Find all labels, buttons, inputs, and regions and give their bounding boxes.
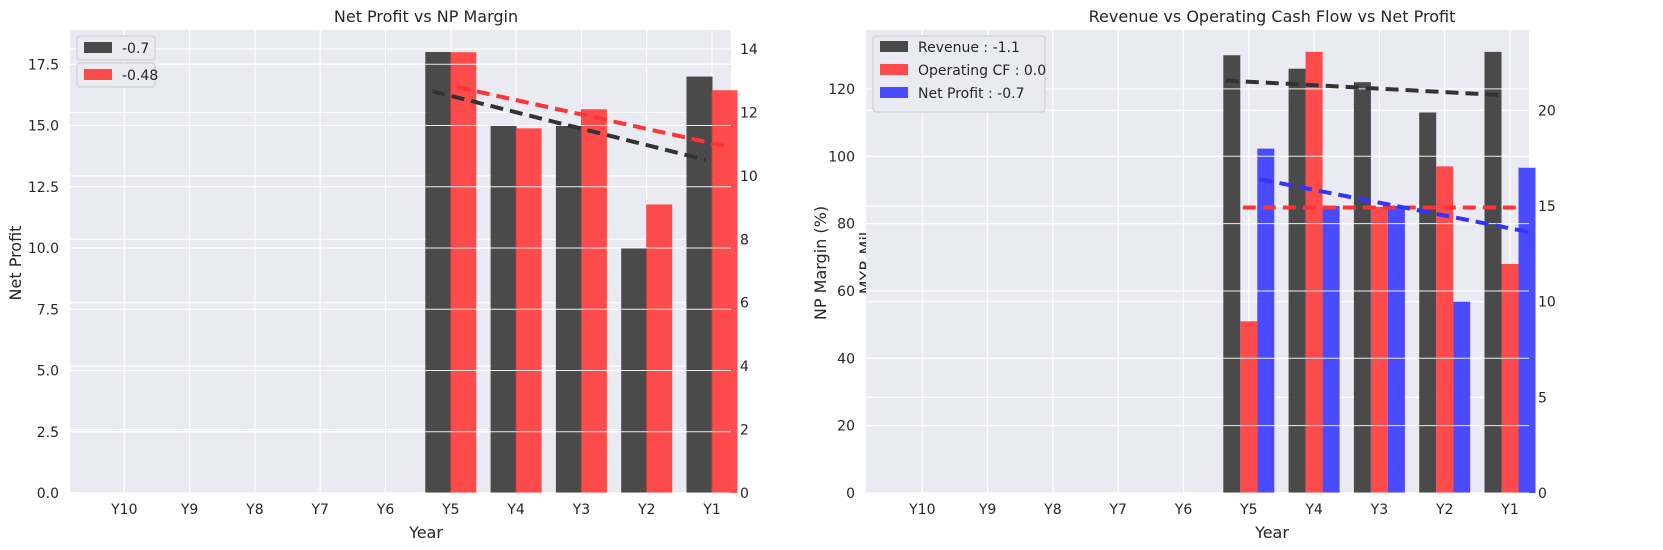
chart-left-background [70, 30, 731, 493]
chart-left-trendline [431, 89, 706, 162]
chart-left-xtick-label: Y1 [702, 502, 720, 518]
chart-left-bar [646, 204, 673, 494]
chart-left-xtick-label: Y7 [310, 502, 328, 518]
chart-left-ytick-label-right: 2 [740, 423, 749, 439]
chart-right-legend-label: Revenue : -1.1 [918, 40, 1020, 56]
chart-right: Revenue vs Operating Cash Flow vs Net Pr… [856, 7, 1455, 542]
chart-right-ytick-label: 80 [837, 217, 855, 233]
chart-right-bar [1257, 148, 1275, 494]
chart-left-ytick-label: 7.5 [37, 302, 59, 318]
chart-left-ytick-label-right: 0 [740, 486, 749, 502]
chart-left-ytick-label-right: 12 [740, 105, 758, 121]
chart-left-ylabel: Net Profit [6, 226, 25, 301]
chart-right-bar [1240, 321, 1258, 493]
chart-left-title: Net Profit vs NP Margin [334, 7, 518, 26]
chart-left-xtick-label: Y2 [637, 502, 655, 518]
chart-right-xtick-label: Y3 [1370, 502, 1388, 518]
chart-right-legend-swatch [880, 64, 908, 75]
chart-right-xtick-label: Y2 [1435, 502, 1453, 518]
chart-right-xtick-label: Y9 [978, 502, 996, 518]
chart-left-xtick-label: Y8 [245, 502, 263, 518]
chart-left-xtick-label: Y3 [572, 502, 590, 518]
chart-right-bar [1223, 55, 1241, 493]
chart-right-ytick-label-right: 20 [1538, 103, 1556, 119]
chart-right-ytick-label-right: 10 [1538, 295, 1556, 311]
chart-right-xtick-label: Y5 [1239, 502, 1257, 518]
chart-left-plot: Y10 Y9 Y8 Y7 Y6 Y5 Y4 Y3 Y2 Y1 0.0 2.5 5.0 7.5 10.0 12.… [28, 30, 758, 518]
chart-right-xtick-label: Y8 [1043, 502, 1061, 518]
chart-left-ytick-label-right: 10 [740, 169, 758, 185]
chart-left-bar [711, 90, 738, 494]
chart-right-bar [1518, 167, 1536, 493]
chart-right-ytick-label-right: 15 [1538, 199, 1556, 215]
chart-left-ytick-label-right: 4 [740, 359, 749, 375]
chart-right-plot: Y10 Y9 Y8 Y7 Y6 Y5 Y4 Y3 Y2 Y10204060801001200510… [828, 30, 1556, 518]
chart-right-ytick-label: 100 [828, 149, 855, 165]
chart-right-legend-label: Net Profit : -0.7 [918, 86, 1024, 102]
chart-right-legend-frame [872, 35, 1046, 113]
chart-left-ytick-label: 5.0 [37, 364, 59, 380]
chart-right-ytick-label: 0 [846, 486, 855, 502]
chart-right-bar [1322, 206, 1340, 493]
chart-right-xtick-label: Y4 [1304, 502, 1323, 518]
chart-left-xtick-label: Y6 [376, 502, 395, 518]
chart-left: Net Profit vs NP Margin Year Net Profit … [6, 7, 830, 542]
chart-right-bar [1305, 51, 1323, 494]
chart-right-ytick-label: 120 [828, 82, 855, 98]
chart-left-xtick-label: Y9 [180, 502, 198, 518]
chart-left-bar [686, 76, 713, 493]
chart-left-ytick-label: 15.0 [28, 119, 59, 135]
chart-left-xlabel: Year [408, 523, 443, 542]
chart-left-legend-swatch [84, 42, 112, 53]
chart-left-ytick-label-right: 14 [740, 42, 758, 58]
chart-right-ytick-label-right: 5 [1538, 390, 1547, 406]
chart-left-xtick-label: Y5 [441, 502, 459, 518]
chart-right-bar [1484, 51, 1502, 494]
chart-right-bar [1370, 206, 1388, 494]
chart-right-bar [1501, 264, 1519, 493]
chart-left-ytick-label: 2.5 [37, 425, 59, 441]
chart-right-title: Revenue vs Operating Cash Flow vs Net Pr… [1089, 7, 1456, 26]
chart-left-bar [515, 128, 542, 493]
chart-left-ytick-label-right: 6 [740, 296, 749, 312]
chart-right-bar [1453, 301, 1471, 493]
chart-right-xtick-label: Y6 [1174, 502, 1193, 518]
chart-left-bar [425, 52, 452, 494]
chart-left-ytick-label: 17.5 [28, 57, 59, 73]
chart-right-bar [1353, 82, 1371, 494]
chart-right-legend-swatch [880, 41, 908, 52]
chart-right-bar [1387, 206, 1405, 493]
chart-left-legend-label: -0.7 [122, 41, 149, 57]
chart-left-bar [450, 52, 477, 493]
chart-left-ytick-label: 0.0 [37, 486, 59, 502]
chart-left-legend-swatch [84, 69, 112, 80]
chart-right-ytick-label: 40 [837, 351, 855, 367]
chart-left-ytick-label: 10.0 [28, 241, 59, 257]
chart-right-xlabel: Year [1254, 523, 1289, 542]
chart-left-xtick-label: Y4 [506, 502, 525, 518]
chart-right-xtick-label: Y1 [1500, 502, 1518, 518]
chart-left-ytick-label: 12.5 [28, 180, 59, 196]
chart-right-trendline [1259, 177, 1534, 235]
chart-right-legend-swatch [880, 87, 908, 98]
chart-right-ytick-label: 60 [837, 284, 855, 300]
chart-right-ytick-label-right: 0 [1538, 486, 1547, 502]
chart-left-ytick-label-right: 8 [740, 232, 749, 248]
chart-left-ylabel-right: NP Margin (%) [811, 206, 830, 320]
chart-right-bar [1419, 112, 1437, 494]
chart-right-xtick-label: Y10 [908, 502, 935, 518]
chart-right-trendline [1225, 78, 1500, 97]
chart-left-trendline [456, 85, 731, 150]
chart-right-bar [1436, 166, 1454, 493]
chart-left-xtick-label: Y10 [110, 502, 137, 518]
chart-left-legend-label: -0.48 [122, 68, 158, 84]
chart-right-bar [1288, 68, 1306, 493]
chart-right-xtick-label: Y7 [1108, 502, 1126, 518]
chart-right-ytick-label: 20 [837, 419, 855, 435]
chart-right-legend-label: Operating CF : 0.0 [918, 63, 1046, 79]
chart-left-bar [580, 109, 607, 493]
